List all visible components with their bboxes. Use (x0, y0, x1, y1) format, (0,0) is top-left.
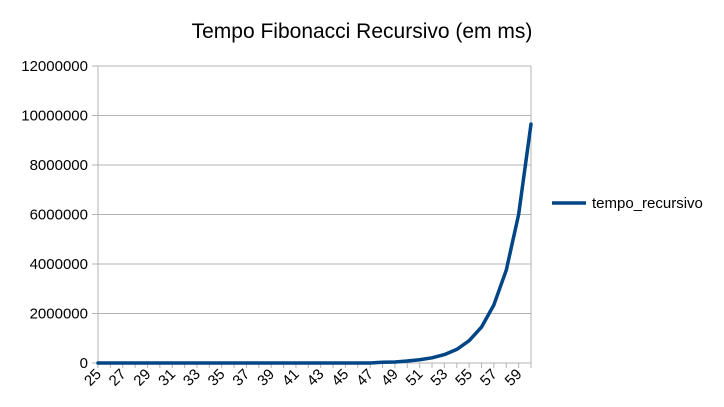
x-axis: 25 27 29 31 33 35 37 39 41 43 45 47 49 51 53 55 57 59 (81, 363, 532, 390)
x-tick-label: 55 (452, 366, 476, 390)
x-tick-label: 35 (205, 366, 229, 390)
x-tick-label: 29 (130, 366, 154, 390)
x-tick-label: 39 (254, 366, 278, 390)
x-tick-label: 49 (378, 366, 402, 390)
x-tick-label: 27 (106, 366, 130, 390)
y-tick-label: 6000000 (30, 207, 88, 224)
x-tick-label: 33 (180, 366, 204, 390)
y-tick-label: 4000000 (30, 256, 88, 273)
y-tick-label: 0 (80, 355, 88, 372)
x-tick-label: 45 (328, 366, 352, 390)
grid-lines (97, 65, 532, 364)
y-tick-label: 8000000 (30, 157, 88, 174)
legend: tempo_recursivo (552, 195, 703, 212)
x-tick-label: 41 (279, 366, 303, 390)
x-tick-label: 47 (353, 366, 377, 390)
y-axis: 0 2000000 4000000 6000000 8000000 10000000 120… (21, 58, 98, 372)
x-tick-label: 53 (427, 366, 451, 390)
x-tick-label: 37 (229, 366, 253, 390)
x-tick-label: 59 (502, 366, 526, 390)
series-group (96, 122, 533, 365)
y-tick-label: 2000000 (30, 306, 88, 323)
series-line (96, 122, 533, 365)
x-tick-label: 43 (304, 366, 328, 390)
chart-title: Tempo Fibonacci Recursivo (em ms) (191, 20, 533, 43)
legend-label: tempo_recursivo (592, 195, 703, 212)
x-tick-label: 31 (155, 366, 179, 390)
y-tick-label: 10000000 (21, 108, 88, 125)
y-tick-label: 12000000 (21, 58, 88, 75)
x-tick-label: 57 (477, 366, 501, 390)
x-tick-label: 51 (403, 366, 427, 390)
